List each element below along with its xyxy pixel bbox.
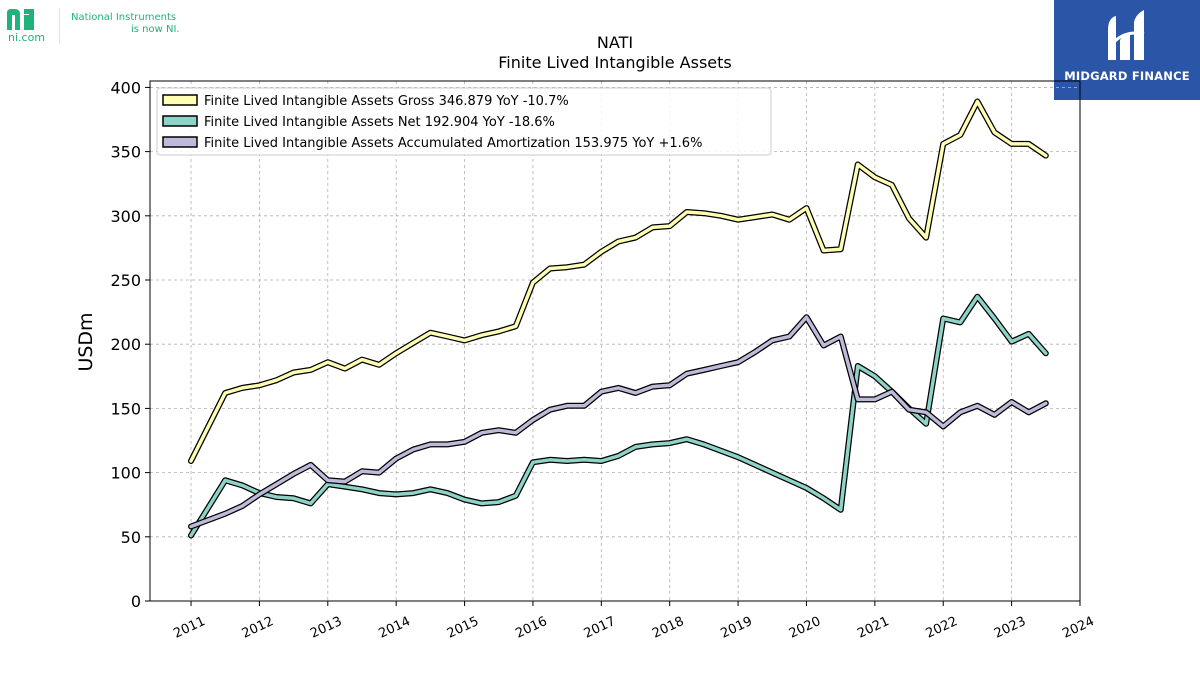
y-axis-label: USDm [75, 312, 97, 371]
y-tick-label: 350 [110, 143, 141, 162]
plot-frame [149, 80, 1081, 602]
ni-logo: ni.com National Instruments is now NI. [4, 6, 204, 46]
y-tick-label: 0 [131, 592, 141, 611]
y-tick-label: 400 [110, 78, 141, 97]
y-tick-label: 250 [110, 271, 141, 290]
x-tick-label: 2011 [171, 614, 207, 642]
x-tick-label: 2014 [377, 614, 413, 642]
legend-label-1: Finite Lived Intangible Assets Net 192.9… [204, 115, 555, 130]
x-tick-label: 2018 [650, 614, 686, 642]
midgard-finance-watermark: MIDGARD FINANCE [1054, 0, 1200, 100]
y-tick-label: 100 [110, 464, 141, 483]
legend-swatch-1 [162, 115, 198, 127]
x-tick-label: 2023 [992, 614, 1028, 642]
x-tick-label: 2020 [787, 614, 823, 642]
legend-label-0: Finite Lived Intangible Assets Gross 346… [204, 94, 569, 109]
x-tick-label: 2015 [445, 614, 481, 642]
watermark-name: MIDGARD FINANCE [1064, 69, 1190, 83]
ni-site-label: ni.com [8, 31, 46, 44]
legend-swatch-2 [162, 136, 198, 148]
logo-tagline-line2: is now NI. [131, 24, 180, 35]
x-tick-label: 2016 [513, 614, 549, 642]
y-tick-label: 50 [121, 528, 141, 547]
x-tick-label: 2024 [1060, 614, 1096, 642]
legend: Finite Lived Intangible Assets Gross 346… [156, 87, 772, 156]
y-axis: 0 50 100 150 200 250 300 350 400 [110, 78, 150, 611]
series-line-0 [189, 99, 1048, 463]
y-tick-label: 150 [110, 399, 141, 418]
series-lines [188, 98, 1049, 539]
y-tick-label: 200 [110, 335, 141, 354]
x-tick-label: 2021 [855, 614, 891, 642]
legend-box [156, 87, 772, 156]
y-tick-label: 300 [110, 207, 141, 226]
chart-title: NATI [597, 33, 633, 52]
logo-tagline-line1: National Instruments [71, 12, 177, 23]
x-axis: 2011 2012 2013 2014 2015 2016 2017 2018 2019 2020… [171, 601, 1097, 642]
x-tick-label: 2019 [718, 614, 754, 642]
x-tick-label: 2022 [924, 614, 960, 642]
x-tick-label: 2012 [240, 614, 276, 642]
x-tick-label: 2013 [308, 614, 344, 642]
x-tick-label: 2017 [582, 614, 618, 642]
legend-swatch-0 [162, 94, 198, 106]
legend-label-2: Finite Lived Intangible Assets Accumulat… [204, 136, 702, 151]
midgard-logo-icon [1108, 10, 1145, 60]
series-line-1 [189, 294, 1048, 538]
ni-logo-icon [7, 9, 34, 30]
series-line-2 [189, 315, 1048, 529]
chart-subtitle: Finite Lived Intangible Assets [498, 53, 731, 72]
logo-divider [59, 8, 60, 44]
